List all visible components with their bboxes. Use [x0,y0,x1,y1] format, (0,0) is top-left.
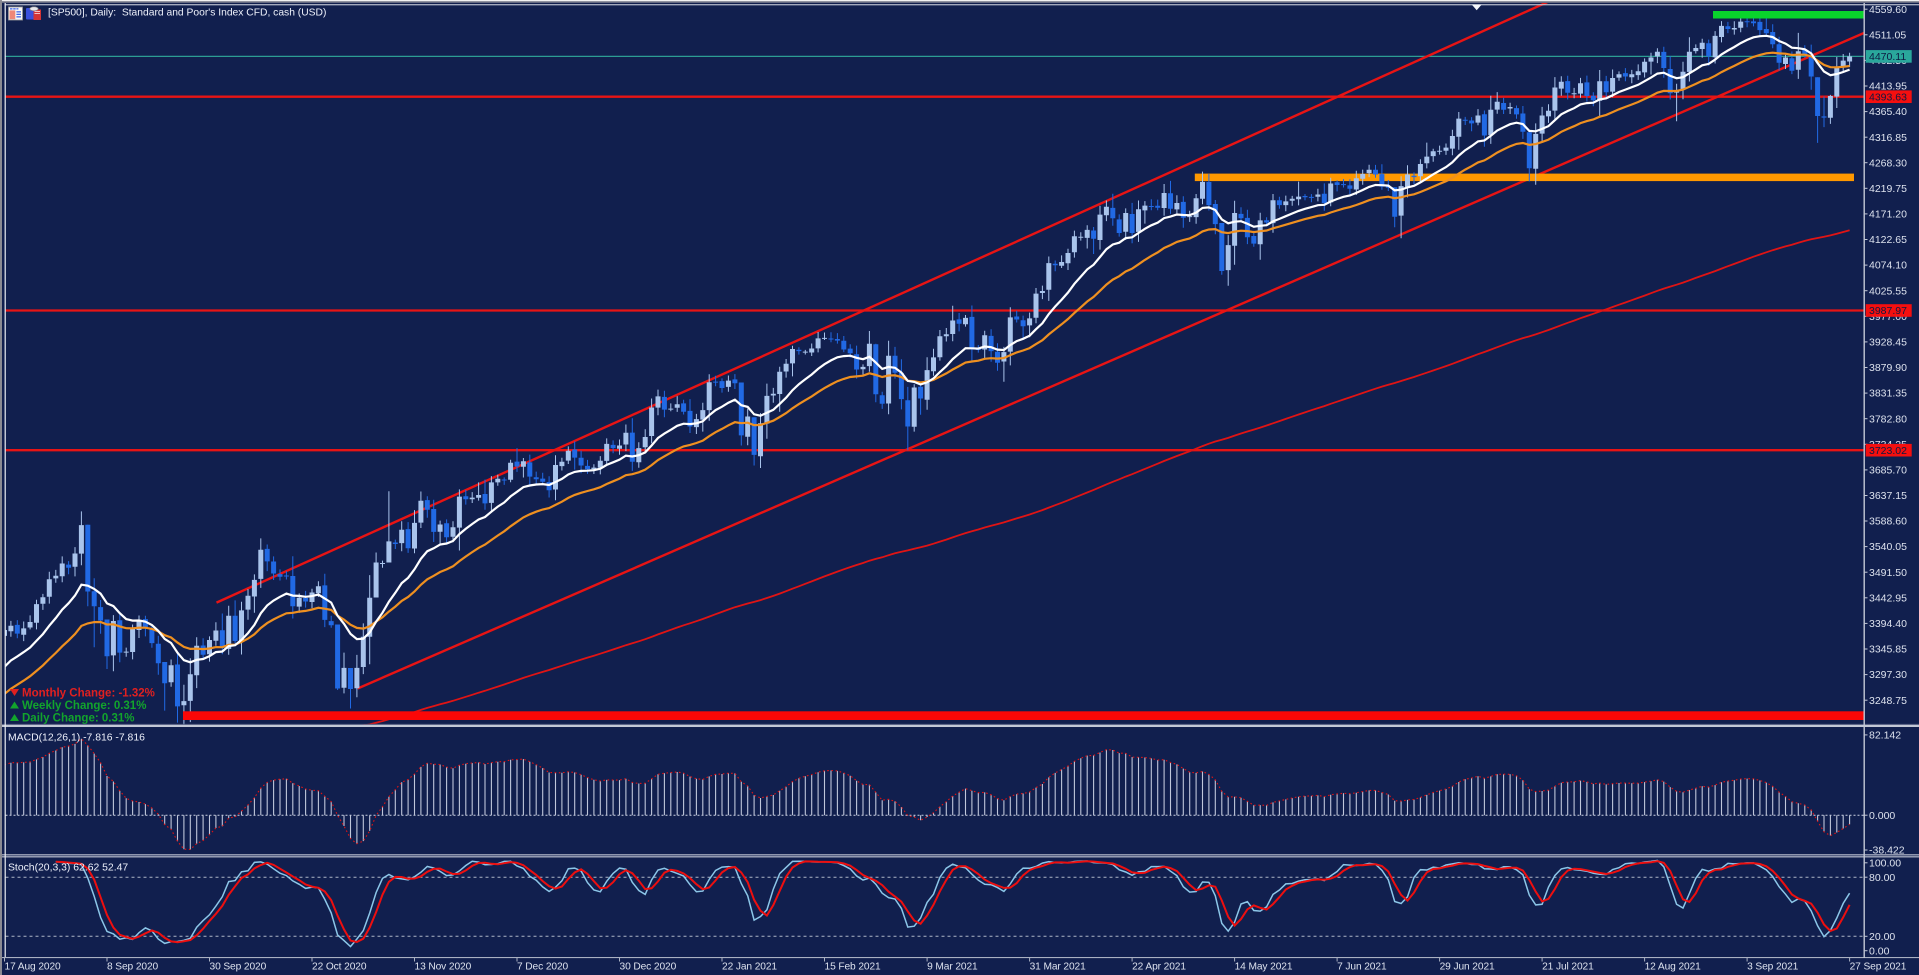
svg-text:20.00: 20.00 [1869,931,1895,943]
svg-text:82.142: 82.142 [1869,730,1901,742]
svg-text:Weekly Change: 0.31%: Weekly Change: 0.31% [22,700,146,712]
svg-text:3879.90: 3879.90 [1869,362,1907,374]
svg-text:80.00: 80.00 [1869,872,1895,884]
svg-text:Daily Change: 0.31%: Daily Change: 0.31% [22,713,134,725]
svg-text:13 Nov 2020: 13 Nov 2020 [415,962,472,973]
svg-text:3831.35: 3831.35 [1869,388,1907,400]
svg-text:4470.11: 4470.11 [1869,51,1906,63]
svg-text:3 Sep 2021: 3 Sep 2021 [1747,962,1799,973]
svg-text:27 Sep 2021: 27 Sep 2021 [1850,962,1907,973]
svg-text:3394.40: 3394.40 [1869,618,1907,630]
svg-text:0.00: 0.00 [1869,945,1890,957]
svg-text:Stoch(20,3,3) 62.62 52.47: Stoch(20,3,3) 62.62 52.47 [8,863,128,874]
svg-text:4393.63: 4393.63 [1869,91,1907,103]
svg-text:3987.97: 3987.97 [1869,305,1907,317]
svg-text:17 Aug 2020: 17 Aug 2020 [5,962,62,973]
svg-text:4122.65: 4122.65 [1869,234,1907,246]
svg-text:4025.55: 4025.55 [1869,285,1907,297]
svg-text:8 Sep 2020: 8 Sep 2020 [107,962,159,973]
svg-text:-38.422: -38.422 [1869,845,1905,857]
svg-text:4219.75: 4219.75 [1869,183,1907,195]
svg-text:22 Apr 2021: 22 Apr 2021 [1132,962,1186,973]
svg-text:22 Jan 2021: 22 Jan 2021 [722,962,777,973]
svg-text:4413.95: 4413.95 [1869,81,1907,93]
svg-text:9 Mar 2021: 9 Mar 2021 [927,962,978,973]
svg-text:3491.50: 3491.50 [1869,567,1907,579]
svg-text:22 Oct 2020: 22 Oct 2020 [312,962,367,973]
svg-text:3540.05: 3540.05 [1869,541,1907,553]
svg-text:0.000: 0.000 [1869,810,1895,822]
svg-text:Monthly Change: -1.32%: Monthly Change: -1.32% [22,688,155,700]
svg-text:15 Feb 2021: 15 Feb 2021 [825,962,882,973]
svg-text:3442.95: 3442.95 [1869,592,1907,604]
svg-text:3588.60: 3588.60 [1869,516,1907,528]
svg-text:14 May 2021: 14 May 2021 [1235,962,1293,973]
svg-text:7 Jun 2021: 7 Jun 2021 [1337,962,1387,973]
svg-text:3248.75: 3248.75 [1869,695,1907,707]
svg-text:100.00: 100.00 [1869,857,1901,869]
svg-text:3345.85: 3345.85 [1869,644,1907,656]
svg-text:3928.45: 3928.45 [1869,337,1907,349]
svg-text:30 Sep 2020: 30 Sep 2020 [210,962,267,973]
svg-text:4074.10: 4074.10 [1869,260,1907,272]
svg-text:21 Jul 2021: 21 Jul 2021 [1542,962,1594,973]
svg-text:3723.02: 3723.02 [1869,445,1907,457]
svg-text:3637.15: 3637.15 [1869,490,1907,502]
svg-text:12 Aug 2021: 12 Aug 2021 [1645,962,1702,973]
svg-text:4559.60: 4559.60 [1869,4,1907,16]
svg-text:4365.40: 4365.40 [1869,106,1907,118]
svg-text:4511.05: 4511.05 [1869,29,1906,41]
svg-text:7 Dec 2020: 7 Dec 2020 [517,962,569,973]
svg-text:4316.85: 4316.85 [1869,132,1907,144]
svg-text:30 Dec 2020: 30 Dec 2020 [620,962,677,973]
svg-text:4171.20: 4171.20 [1869,209,1907,221]
svg-text:MACD(12,26,1) -7.816 -7.816: MACD(12,26,1) -7.816 -7.816 [8,733,145,744]
svg-text:3685.70: 3685.70 [1869,465,1907,477]
svg-text:29 Jun 2021: 29 Jun 2021 [1440,962,1495,973]
svg-text:3782.80: 3782.80 [1869,413,1907,425]
svg-text:[SP500], Daily: Standard and: [SP500], Daily: Standard and Poor's Inde… [48,8,326,19]
svg-text:3297.30: 3297.30 [1869,669,1907,681]
svg-text:4268.30: 4268.30 [1869,157,1907,169]
svg-text:31 Mar 2021: 31 Mar 2021 [1030,962,1087,973]
